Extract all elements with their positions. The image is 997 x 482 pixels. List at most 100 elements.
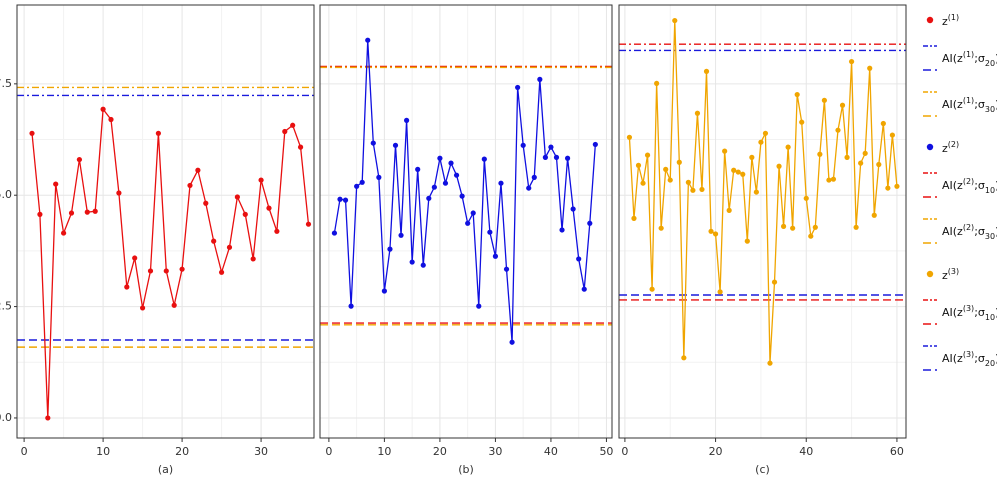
- point: [722, 148, 728, 154]
- x-axis-label: (a): [158, 463, 173, 476]
- point: [785, 144, 791, 150]
- point: [790, 225, 796, 231]
- y-tick-label: 5.0: [0, 188, 12, 201]
- legend-label-part: AI(z: [942, 225, 963, 238]
- point: [155, 130, 161, 136]
- point: [587, 220, 593, 226]
- point: [290, 122, 296, 128]
- point: [76, 156, 83, 163]
- x-tick-label: 30: [254, 445, 268, 458]
- legend-key: [926, 16, 934, 24]
- legend-label-part: ): [995, 352, 997, 365]
- point: [844, 154, 850, 160]
- point: [776, 163, 782, 169]
- point: [132, 255, 138, 261]
- panel-border: [319, 4, 613, 439]
- legend-label-part: ): [995, 98, 997, 111]
- point: [163, 268, 169, 274]
- point: [894, 183, 900, 189]
- panel: 0 10 20 30 40 50 (b): [319, 4, 613, 476]
- point: [581, 286, 587, 292]
- point: [187, 182, 193, 189]
- point: [862, 150, 868, 156]
- point: [531, 174, 537, 180]
- point: [242, 211, 248, 217]
- point: [431, 184, 437, 190]
- point: [676, 159, 682, 165]
- point: [749, 154, 755, 160]
- legend-label-part: AI(z: [942, 98, 963, 111]
- legend-label-part: AI(z: [942, 306, 963, 319]
- x-tick-label: 10: [96, 445, 110, 458]
- point: [817, 151, 823, 157]
- point: [250, 256, 256, 262]
- point: [342, 197, 349, 203]
- point: [803, 195, 809, 201]
- point: [726, 207, 732, 213]
- point: [448, 160, 454, 166]
- point: [370, 140, 376, 146]
- point: [794, 91, 800, 98]
- series-line: [628, 20, 898, 364]
- point: [780, 223, 787, 230]
- point: [147, 268, 154, 274]
- point: [658, 225, 664, 231]
- x-tick-label: 20: [175, 445, 189, 458]
- point: [753, 189, 759, 195]
- point: [108, 116, 114, 123]
- x-tick-label: 0: [621, 445, 628, 458]
- point: [635, 162, 642, 168]
- legend: z(1)AI(z(1);σ20)AI(z(1);σ30)z(2)AI(z(2);…: [923, 13, 997, 371]
- legend-label-part: (1): [963, 96, 974, 105]
- x-axis-label: (c): [755, 463, 770, 476]
- legend-label-part: ): [995, 306, 997, 319]
- point: [487, 229, 493, 235]
- point: [703, 68, 710, 74]
- point: [853, 224, 859, 230]
- x-tick-label: 60: [890, 445, 904, 458]
- point: [690, 187, 696, 193]
- point: [649, 286, 655, 292]
- panel-bg: [17, 5, 314, 438]
- point: [708, 228, 714, 234]
- point: [835, 127, 841, 133]
- x-tick-label: 40: [544, 445, 558, 458]
- point: [685, 179, 691, 185]
- point: [282, 128, 288, 135]
- point: [437, 155, 443, 161]
- x-tick-label: 0: [325, 445, 332, 458]
- point: [348, 303, 354, 309]
- point: [470, 210, 476, 216]
- point: [542, 154, 548, 160]
- point: [203, 200, 209, 206]
- legend-key: [926, 270, 934, 278]
- point: [644, 152, 651, 158]
- point: [867, 65, 873, 71]
- point: [858, 160, 864, 166]
- legend-label-part: AI(z: [942, 52, 963, 65]
- point: [631, 215, 637, 221]
- x-tick-label: 30: [488, 445, 502, 458]
- point: [880, 120, 886, 127]
- point: [465, 220, 471, 226]
- point: [672, 17, 678, 24]
- x-tick-label: 0: [21, 445, 28, 458]
- legend-label-part: (1): [948, 13, 959, 22]
- point: [139, 305, 146, 311]
- point: [404, 117, 410, 123]
- point: [640, 180, 646, 186]
- point: [740, 171, 746, 177]
- point: [297, 144, 304, 150]
- x-tick-label: 40: [799, 445, 813, 458]
- legend-label-part: 10: [985, 313, 995, 322]
- point: [492, 253, 499, 259]
- legend-label-part: ;σ: [974, 98, 985, 111]
- point: [266, 205, 272, 211]
- point: [848, 58, 855, 65]
- point: [409, 259, 415, 265]
- point: [68, 210, 75, 216]
- point: [211, 238, 217, 244]
- point: [442, 180, 449, 186]
